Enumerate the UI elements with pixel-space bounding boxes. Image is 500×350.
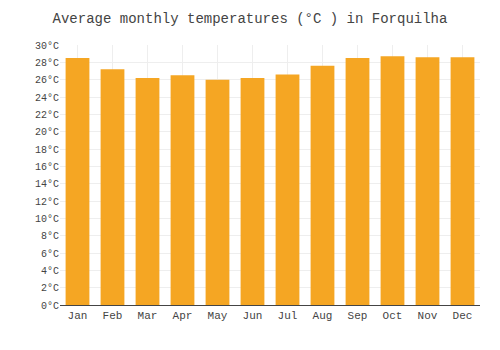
svg-text:2°C: 2°C — [41, 283, 59, 294]
svg-text:20°C: 20°C — [35, 127, 59, 138]
svg-text:Aug: Aug — [313, 310, 333, 322]
svg-text:Jan: Jan — [68, 310, 88, 322]
svg-text:22°C: 22°C — [35, 110, 59, 121]
svg-text:Dec: Dec — [453, 310, 473, 322]
svg-text:16°C: 16°C — [35, 162, 59, 173]
svg-text:12°C: 12°C — [35, 197, 59, 208]
svg-text:Apr: Apr — [173, 310, 193, 322]
svg-text:Mar: Mar — [138, 310, 158, 322]
svg-text:4°C: 4°C — [41, 266, 59, 277]
svg-text:Jul: Jul — [278, 310, 298, 322]
svg-text:Average monthly temperatures (: Average monthly temperatures (°C ) in Fo… — [53, 11, 448, 27]
svg-text:Feb: Feb — [103, 310, 123, 322]
svg-text:26°C: 26°C — [35, 75, 59, 86]
svg-text:0°C: 0°C — [41, 301, 59, 312]
svg-text:10°C: 10°C — [35, 214, 59, 225]
svg-text:30°C: 30°C — [35, 41, 59, 52]
svg-text:Jun: Jun — [243, 310, 263, 322]
svg-text:6°C: 6°C — [41, 249, 59, 260]
svg-text:14°C: 14°C — [35, 179, 59, 190]
svg-text:18°C: 18°C — [35, 145, 59, 156]
svg-text:Sep: Sep — [348, 310, 368, 322]
svg-text:Nov: Nov — [418, 310, 438, 322]
svg-text:8°C: 8°C — [41, 231, 59, 242]
svg-text:24°C: 24°C — [35, 93, 59, 104]
svg-text:May: May — [208, 310, 228, 322]
svg-text:28°C: 28°C — [35, 58, 59, 69]
svg-text:Oct: Oct — [383, 310, 403, 322]
